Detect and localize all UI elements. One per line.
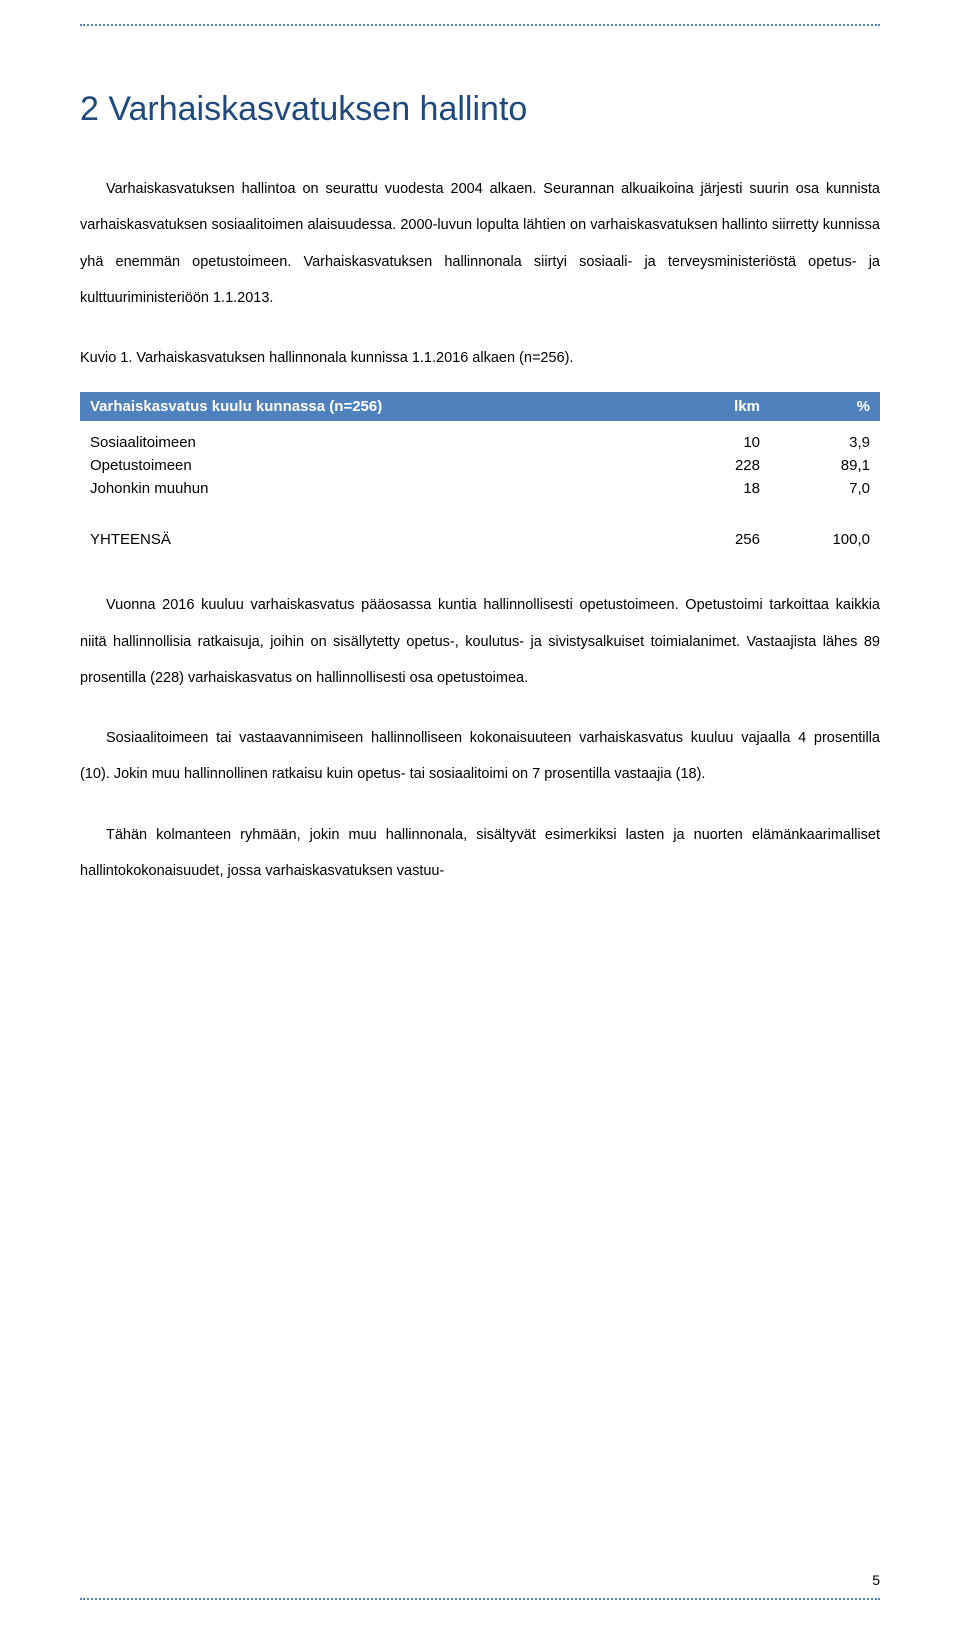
table-header-label: Varhaiskasvatus kuulu kunnassa (n=256)	[80, 392, 660, 421]
table-row: Opetustoimeen 228 89,1	[80, 454, 880, 477]
figure-caption: Kuvio 1. Varhaiskasvatuksen hallinnonala…	[80, 340, 880, 376]
paragraph-3: Sosiaalitoimeen tai vastaavannimiseen ha…	[80, 720, 880, 793]
table-total-label: YHTEENSÄ	[80, 528, 660, 551]
table-cell-label: Opetustoimeen	[80, 454, 660, 477]
table-cell-label: Johonkin muuhun	[80, 477, 660, 500]
paragraph-4: Tähän kolmanteen ryhmään, jokin muu hall…	[80, 817, 880, 890]
page-number: 5	[872, 1572, 880, 1588]
bottom-dotted-rule	[80, 1598, 880, 1600]
table-row: Sosiaalitoimeen 10 3,9	[80, 431, 880, 454]
data-table: Varhaiskasvatus kuulu kunnassa (n=256) l…	[80, 392, 880, 551]
table-cell-label: Sosiaalitoimeen	[80, 431, 660, 454]
section-heading: 2 Varhaiskasvatuksen hallinto	[80, 90, 880, 129]
table-spacer	[80, 421, 880, 431]
paragraph-2: Vuonna 2016 kuuluu varhaiskasvatus pääos…	[80, 587, 880, 696]
table-spacer	[80, 500, 880, 528]
paragraph-1: Varhaiskasvatuksen hallintoa on seurattu…	[80, 171, 880, 316]
table-cell-pct: 89,1	[770, 454, 880, 477]
table-cell-lkm: 18	[660, 477, 770, 500]
table-header-pct: %	[770, 392, 880, 421]
table-total-lkm: 256	[660, 528, 770, 551]
table-cell-lkm: 10	[660, 431, 770, 454]
document-page: 2 Varhaiskasvatuksen hallinto Varhaiskas…	[0, 0, 960, 1640]
table-total-row: YHTEENSÄ 256 100,0	[80, 528, 880, 551]
table-header-row: Varhaiskasvatus kuulu kunnassa (n=256) l…	[80, 392, 880, 421]
table-cell-pct: 7,0	[770, 477, 880, 500]
table-row: Johonkin muuhun 18 7,0	[80, 477, 880, 500]
table-cell-pct: 3,9	[770, 431, 880, 454]
table-total-pct: 100,0	[770, 528, 880, 551]
top-dotted-rule	[80, 24, 880, 26]
table-header-lkm: lkm	[660, 392, 770, 421]
table-cell-lkm: 228	[660, 454, 770, 477]
